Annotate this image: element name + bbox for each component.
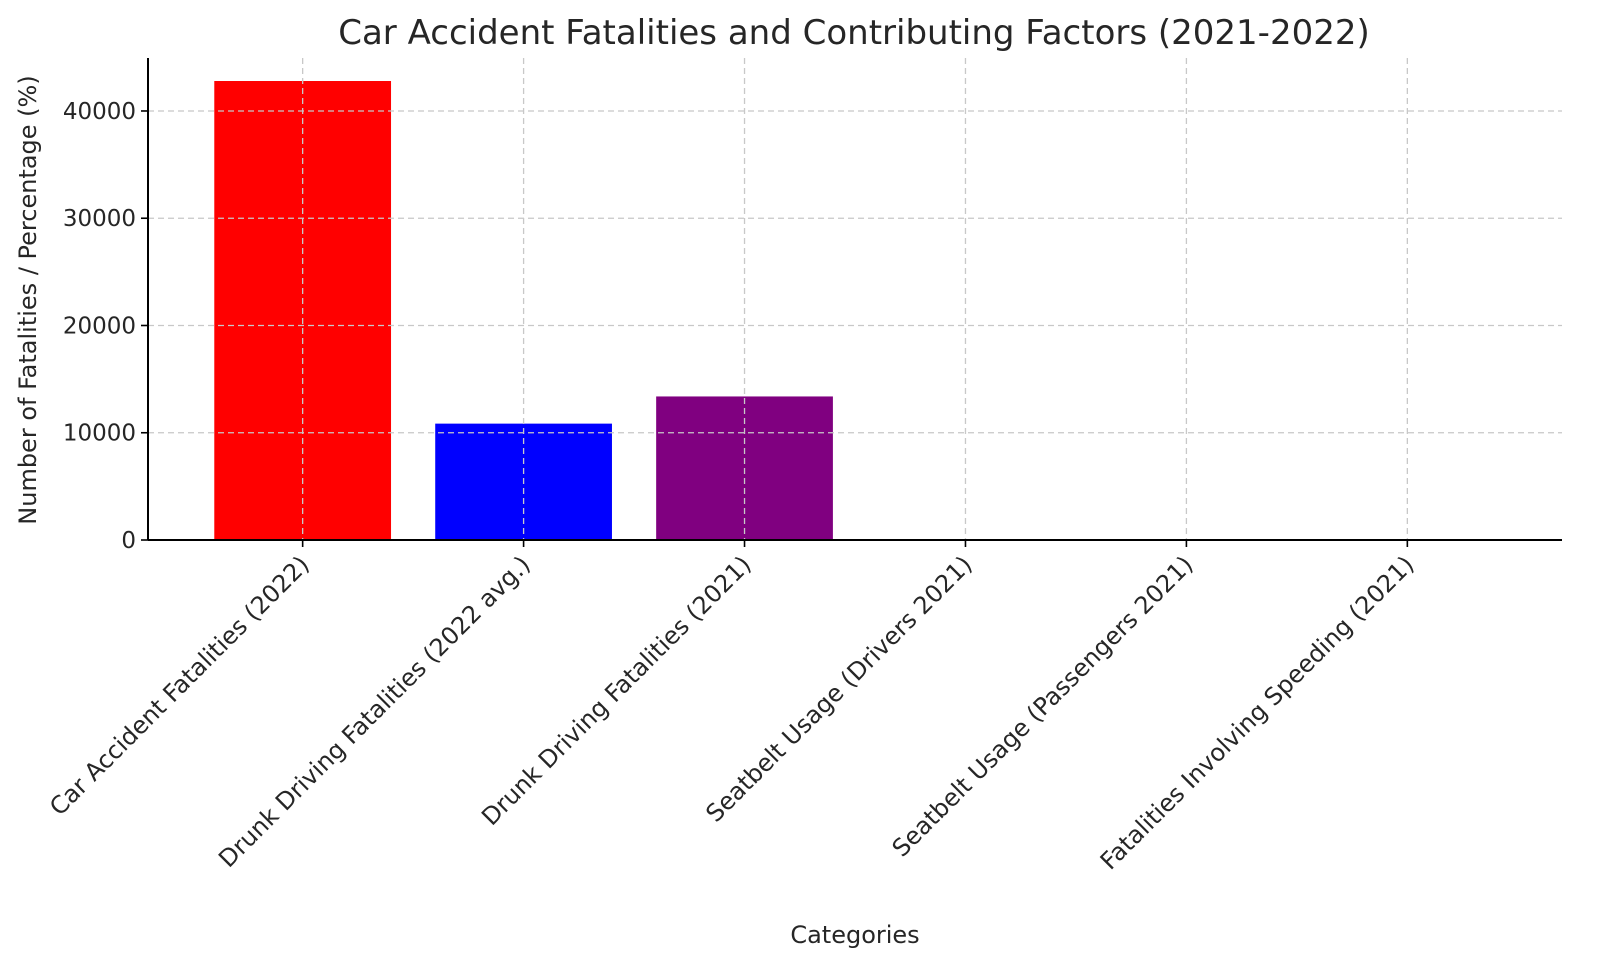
- x-axis-label: Categories: [790, 921, 919, 949]
- bars: [214, 81, 1496, 540]
- y-tick-label-3: 20000: [63, 313, 136, 339]
- x-tick-label-3: Drunk Driving Fatalities (2021): [476, 550, 757, 831]
- axes: [141, 58, 1562, 547]
- chart-title: Car Accident Fatalities and Contributing…: [338, 13, 1370, 53]
- y-tick-label-4: 30000: [63, 206, 136, 232]
- y-tick-label-1: 0: [121, 528, 136, 554]
- x-tick-label-4: Seatbelt Usage (Drivers 2021): [701, 550, 978, 827]
- y-tick-label-2: 10000: [63, 421, 136, 447]
- x-tick-label-1: Car Accident Fatalities (2022): [44, 550, 315, 821]
- y-axis-label: Number of Fatalities / Percentage (%): [14, 75, 42, 524]
- y-tick-labels: 0 10000 20000 30000 40000: [63, 99, 136, 554]
- x-tick-labels: Car Accident Fatalities (2022) Drunk Driv…: [44, 550, 1419, 875]
- y-tick-label-5: 40000: [63, 99, 136, 125]
- gridlines: [148, 58, 1562, 540]
